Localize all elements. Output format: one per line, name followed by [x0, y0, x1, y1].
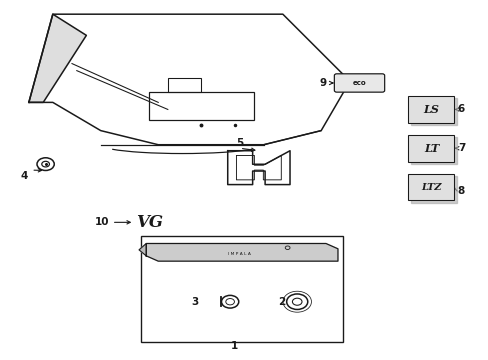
Bar [407, 174, 453, 201]
Text: 6: 6 [457, 104, 464, 114]
Bar [167, 78, 201, 92]
Polygon shape [410, 176, 456, 203]
Text: 7: 7 [457, 143, 464, 153]
Text: 3: 3 [191, 297, 199, 307]
Text: 4: 4 [20, 171, 28, 181]
Text: 1: 1 [231, 341, 238, 351]
Bar [148, 92, 254, 120]
Text: 8: 8 [457, 186, 464, 195]
Text: 5: 5 [236, 138, 243, 148]
Text: LT: LT [423, 143, 438, 154]
Text: LS: LS [423, 104, 438, 115]
Polygon shape [410, 137, 456, 164]
Text: 9: 9 [319, 78, 326, 88]
Text: 10: 10 [95, 217, 109, 227]
Polygon shape [146, 243, 337, 261]
Polygon shape [410, 98, 456, 125]
Polygon shape [29, 14, 86, 102]
FancyBboxPatch shape [334, 74, 384, 92]
Text: eco: eco [352, 80, 366, 86]
Bar [407, 135, 453, 162]
Bar [141, 237, 342, 342]
Text: 2: 2 [278, 297, 285, 307]
Text: LTZ: LTZ [420, 183, 441, 192]
Bar [407, 96, 453, 123]
Polygon shape [139, 243, 146, 256]
Text: I M P A L A: I M P A L A [228, 252, 251, 256]
Text: VG: VG [136, 214, 163, 231]
